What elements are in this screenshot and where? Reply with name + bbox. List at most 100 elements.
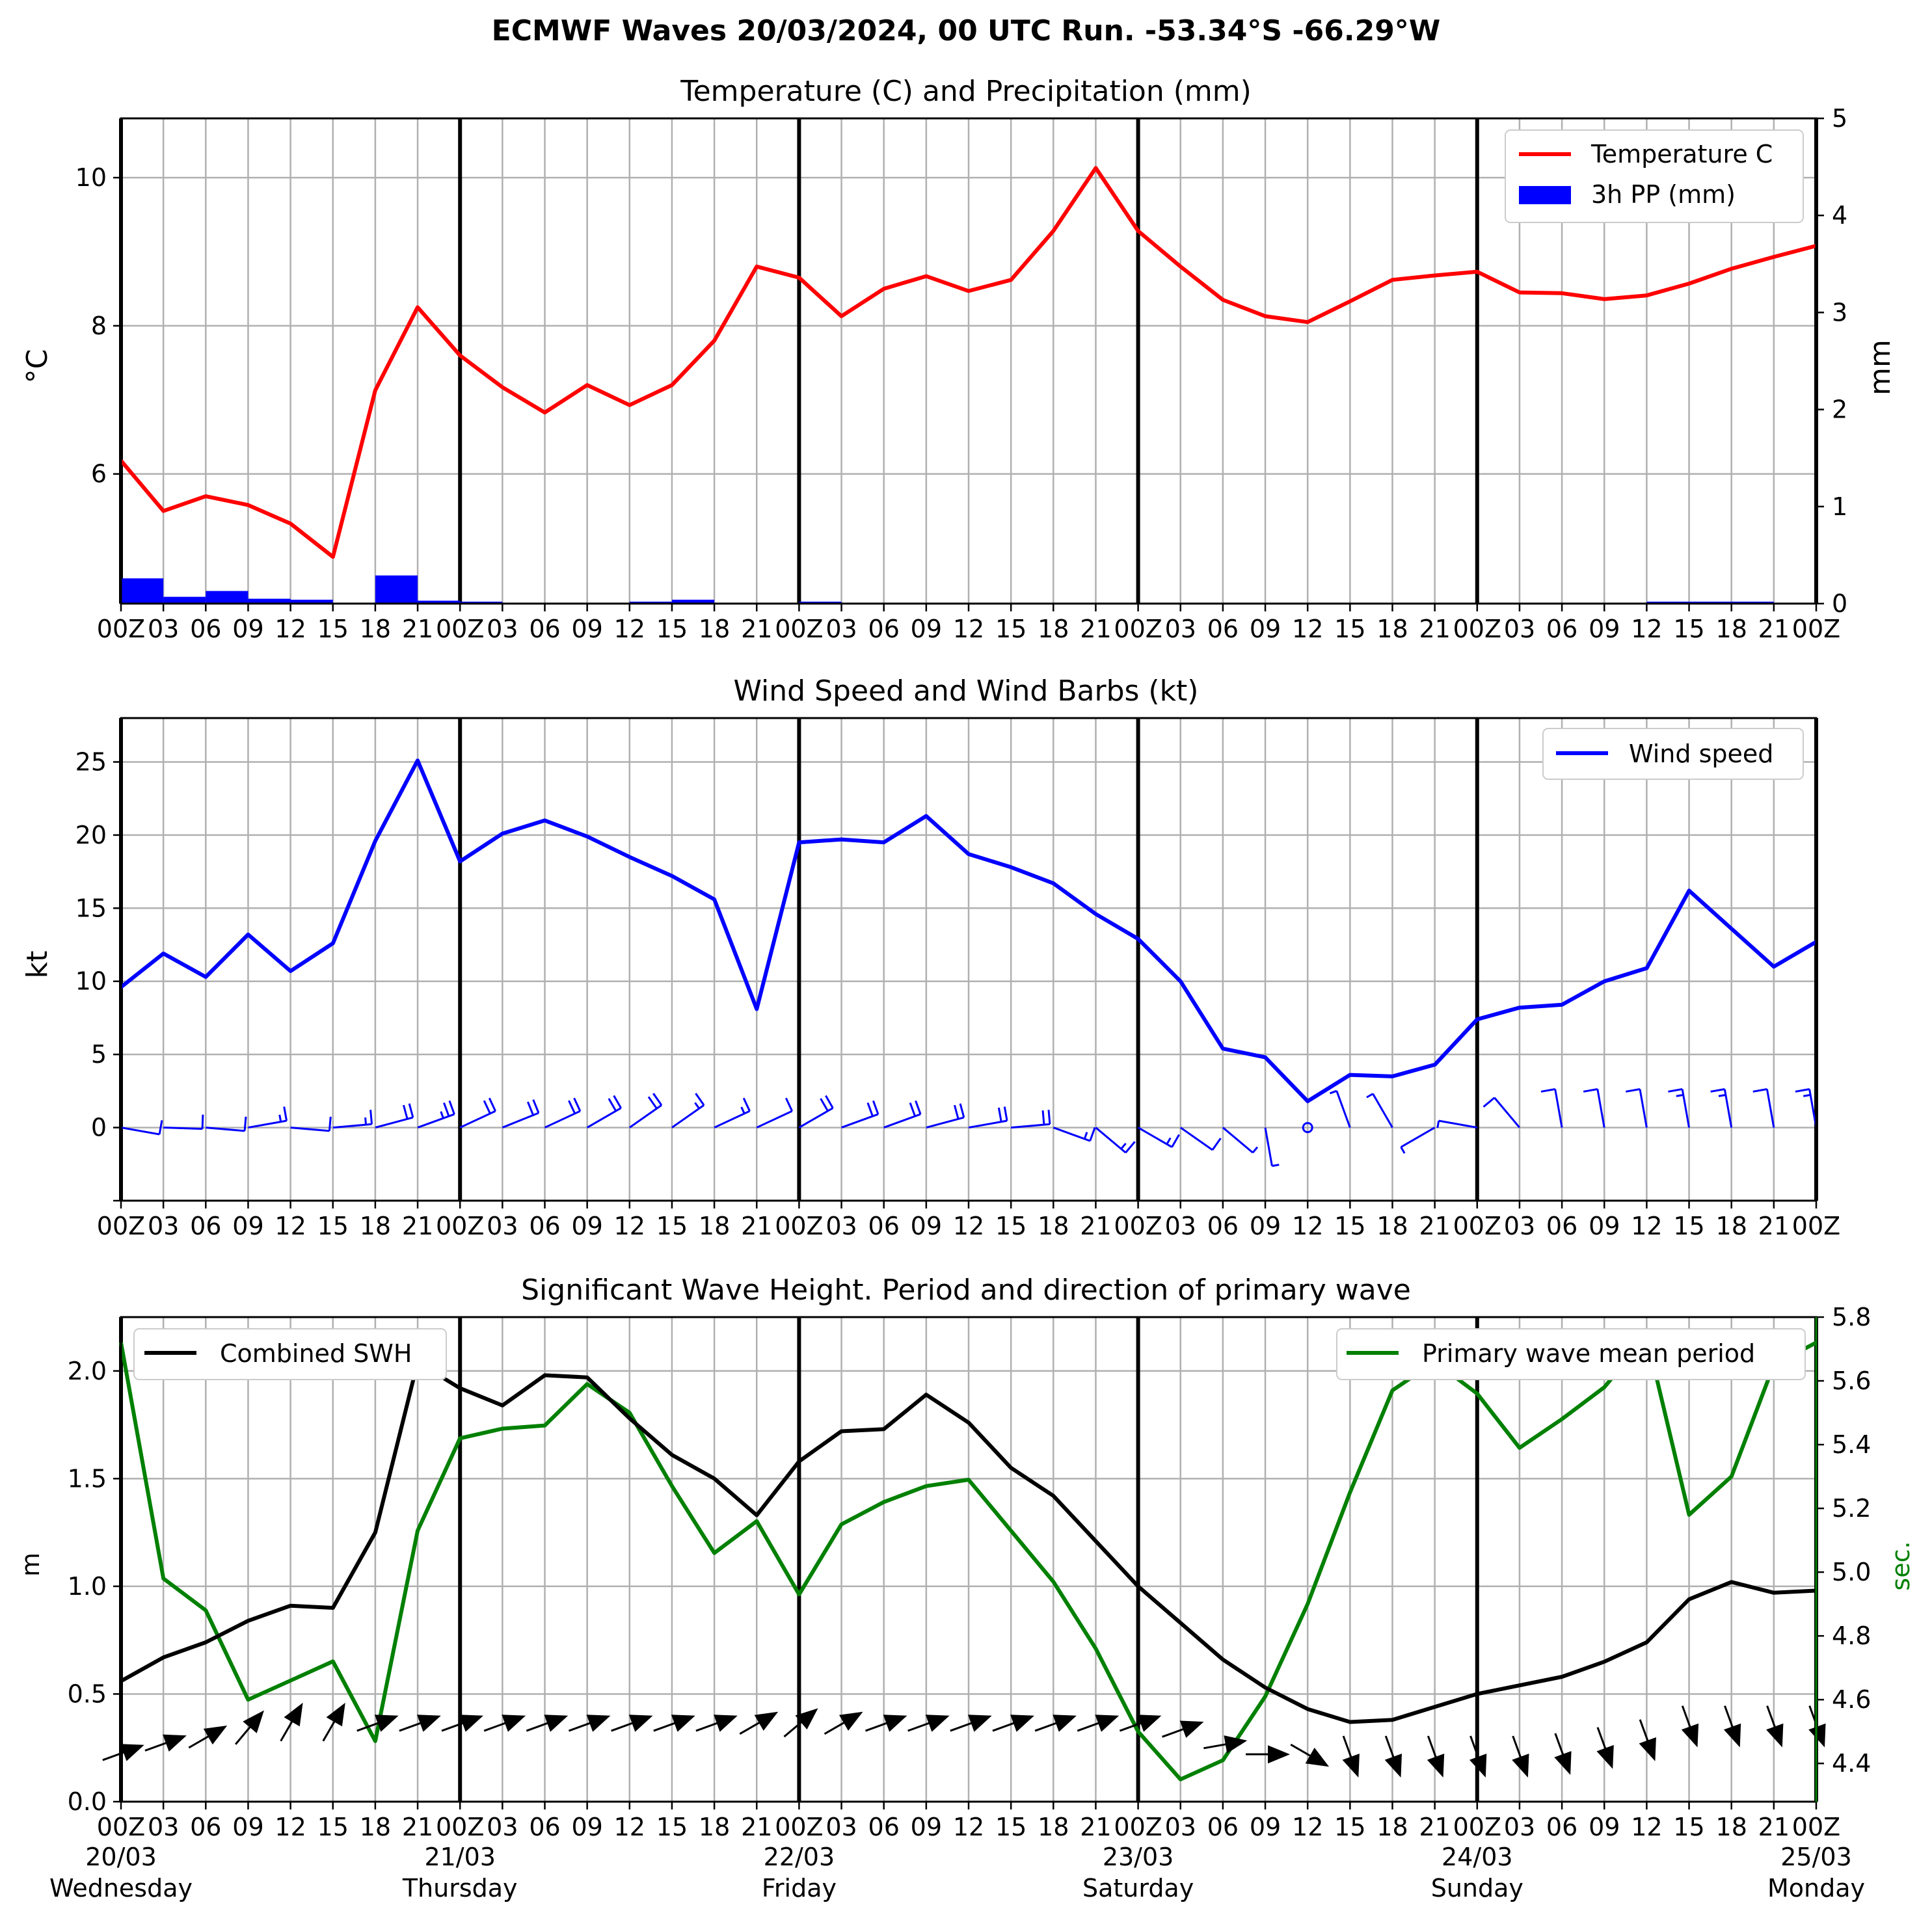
x-tick-label: 18 (1038, 615, 1069, 643)
x-tick-label: 06 (1546, 615, 1577, 643)
wave-arrow-head (417, 1715, 441, 1732)
legend-box (1505, 129, 1804, 223)
wind-barb (1222, 1127, 1254, 1154)
wave-direction-arrows (102, 1702, 1826, 1778)
x-tick-label: 09 (571, 1813, 602, 1841)
x-tick-label: 03 (1504, 615, 1535, 643)
precip-bar (671, 600, 715, 604)
x-tick-label: 21 (402, 1212, 433, 1240)
y-tick-label: 1.5 (68, 1464, 107, 1493)
legend-label-period: Primary wave mean period (1422, 1339, 1755, 1368)
day-name-label: Friday (762, 1874, 837, 1902)
wave-arrow-head (883, 1715, 907, 1732)
x-tick-label: 21 (1758, 1813, 1790, 1841)
x-tick-label: 00Z (1114, 1813, 1162, 1841)
wind-barb-feather (1400, 1146, 1406, 1154)
x-tick-label: 09 (571, 615, 602, 643)
y2-axis-label: sec. (1886, 1541, 1915, 1590)
wind-barb (544, 1110, 581, 1128)
x-tick-label: 09 (1250, 1813, 1281, 1841)
swh-line (120, 1360, 1817, 1724)
y2-tick-label: 1 (1832, 492, 1847, 521)
x-tick-label: 12 (275, 1813, 306, 1841)
x-tick-label: 06 (1546, 1212, 1577, 1240)
wind-barb (1137, 1127, 1173, 1148)
wind-barb-feather (1540, 1088, 1555, 1093)
x-tick-label: 15 (1334, 1212, 1365, 1240)
day-name-label: Saturday (1082, 1874, 1194, 1902)
wave-arrow-head (120, 1744, 144, 1761)
x-tick-label: 21 (402, 1813, 433, 1841)
day-name-label: Sunday (1431, 1874, 1523, 1902)
wind-barb-feather (568, 1100, 576, 1114)
wind-barb (1335, 1090, 1351, 1128)
x-tick-label: 06 (868, 615, 900, 643)
wind-barb (1372, 1093, 1393, 1128)
wave-arrow-head (163, 1734, 187, 1752)
x-tick-label: 15 (317, 1212, 349, 1240)
x-tick-label: 15 (995, 1212, 1026, 1240)
x-tick-label: 03 (1165, 1212, 1196, 1240)
wind-barb-feather (201, 1114, 204, 1129)
x-tick-label: 15 (656, 1212, 688, 1240)
x-tick-label: 21 (1419, 615, 1450, 643)
y-axis-label: kt (21, 951, 54, 979)
wind-barb-feather (573, 1097, 582, 1112)
wind-barb-feather (997, 1107, 1002, 1122)
wind-barb-feather (608, 1098, 617, 1112)
x-tick-label: 15 (317, 1813, 349, 1841)
x-tick-label: 09 (571, 1212, 602, 1240)
x-tick-label: 09 (232, 1813, 263, 1841)
x-tick-label: 03 (148, 1212, 179, 1240)
x-tick-label: 09 (1250, 1212, 1281, 1240)
wave-arrow-head (1384, 1754, 1402, 1778)
wind-barb-feather (1668, 1088, 1683, 1093)
y-tick-label: 5 (91, 1040, 107, 1069)
wave-arrow-head (1342, 1754, 1360, 1778)
x-tick-label: 15 (995, 1813, 1026, 1841)
wave-arrow-head (1639, 1737, 1656, 1761)
x-tick-label: 21 (741, 1813, 772, 1841)
x-tick-label: 00Z (775, 1212, 823, 1240)
wind-barb-feather (1626, 1088, 1641, 1093)
wind-barb (1639, 1089, 1648, 1128)
wind-barb-feather (158, 1120, 163, 1135)
y-tick-label: 15 (75, 894, 107, 922)
y-tick-label: 8 (91, 312, 107, 340)
wind-barb-feather (1211, 1138, 1222, 1151)
x-tick-label: 06 (868, 1813, 900, 1841)
y2-tick-label: 5 (1832, 104, 1847, 133)
wave-arrow-head (628, 1715, 653, 1732)
legend-label-wind: Wind speed (1629, 740, 1773, 768)
x-tick-label: 18 (1376, 615, 1408, 643)
y-tick-label: 10 (75, 967, 107, 996)
precip-bar (418, 600, 461, 604)
x-tick-label: 18 (699, 615, 730, 643)
y2-tick-label: 0 (1832, 589, 1847, 618)
wind-barb-feather (959, 1103, 965, 1118)
day-name-label: Monday (1767, 1874, 1865, 1902)
x-tick-label: 03 (825, 1212, 857, 1240)
x-tick-label: 18 (699, 1212, 730, 1240)
wave-arrow-head (714, 1715, 738, 1732)
wind-barb-feather (408, 1103, 414, 1118)
wind-barb-feather (742, 1097, 751, 1112)
x-tick-label: 09 (911, 1813, 942, 1841)
y-tick-label: 2.0 (68, 1357, 107, 1385)
wind-barb (883, 1113, 921, 1128)
wind-barb-feather (1329, 1089, 1337, 1095)
wind-barb-feather (1710, 1088, 1725, 1093)
x-tick-label: 21 (1758, 1212, 1790, 1240)
y-axis-label: °C (21, 349, 54, 384)
wave-arrow-head (459, 1715, 483, 1732)
wave-arrow-head (1095, 1715, 1120, 1732)
wind-barb-feather (328, 1116, 332, 1131)
x-tick-label: 09 (232, 1212, 263, 1240)
x-tick-label: 09 (1589, 615, 1620, 643)
x-tick-label: 06 (529, 1212, 560, 1240)
wind-barb (1264, 1127, 1273, 1166)
wave-arrow-head (1224, 1735, 1248, 1754)
wind-barb-feather (1171, 1134, 1180, 1148)
x-tick-label: 12 (1631, 615, 1662, 643)
